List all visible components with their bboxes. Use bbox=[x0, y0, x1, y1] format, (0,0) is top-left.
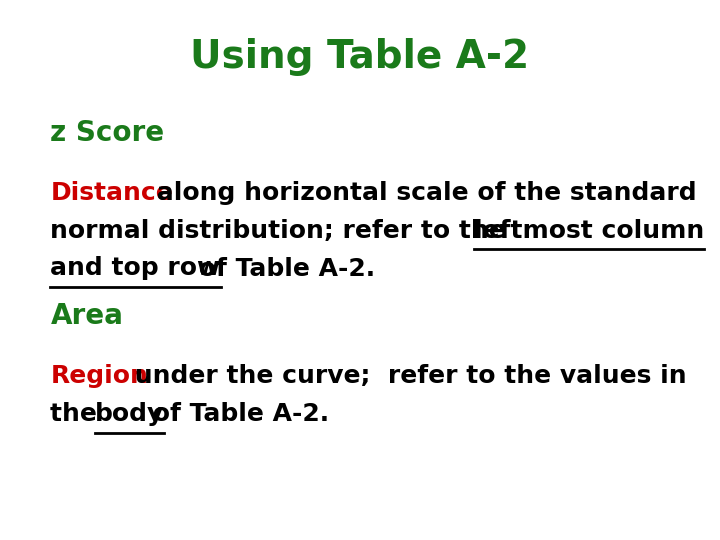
Text: along horizontal scale of the standard: along horizontal scale of the standard bbox=[148, 181, 696, 205]
Text: body: body bbox=[95, 402, 164, 426]
Text: and top row: and top row bbox=[50, 256, 220, 280]
Text: of Table A-2.: of Table A-2. bbox=[190, 256, 375, 280]
Text: Region: Region bbox=[50, 364, 148, 388]
Text: of Table A-2.: of Table A-2. bbox=[144, 402, 329, 426]
Text: Area: Area bbox=[50, 302, 123, 330]
Text: normal distribution; refer to the: normal distribution; refer to the bbox=[50, 219, 515, 242]
Text: z Score: z Score bbox=[50, 119, 165, 147]
Text: Distance: Distance bbox=[50, 181, 173, 205]
Text: Using Table A-2: Using Table A-2 bbox=[190, 38, 530, 76]
Text: leftmost column: leftmost column bbox=[474, 219, 704, 242]
Text: the: the bbox=[50, 402, 106, 426]
Text: under the curve;  refer to the values in: under the curve; refer to the values in bbox=[126, 364, 687, 388]
